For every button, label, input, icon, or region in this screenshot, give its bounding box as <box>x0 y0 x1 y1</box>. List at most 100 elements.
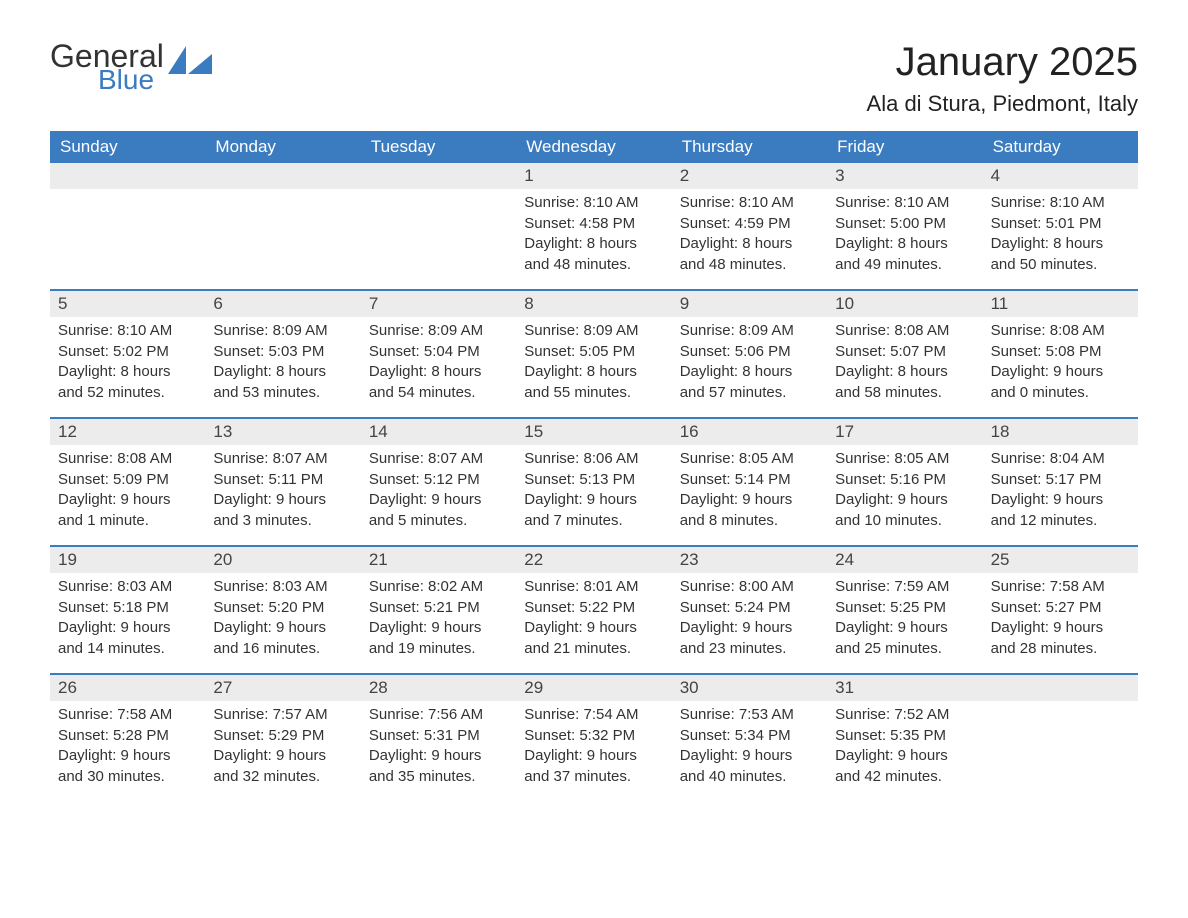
weeks-container: 1Sunrise: 8:10 AMSunset: 4:58 PMDaylight… <box>50 163 1138 801</box>
sunrise-text: Sunrise: 7:56 AM <box>369 705 508 725</box>
daylight-text: and 3 minutes. <box>213 511 352 531</box>
sunset-text: Sunset: 5:13 PM <box>524 470 663 490</box>
sunrise-text: Sunrise: 8:08 AM <box>991 321 1130 341</box>
sunset-text: Sunset: 5:00 PM <box>835 214 974 234</box>
day-detail: Sunrise: 8:08 AMSunset: 5:08 PMDaylight:… <box>983 317 1138 411</box>
day-number: 23 <box>672 547 827 573</box>
sunset-text: Sunset: 5:09 PM <box>58 470 197 490</box>
sunset-text: Sunset: 5:03 PM <box>213 342 352 362</box>
sunrise-text: Sunrise: 8:01 AM <box>524 577 663 597</box>
day-detail: Sunrise: 8:10 AMSunset: 4:58 PMDaylight:… <box>516 189 671 283</box>
day-number: 21 <box>361 547 516 573</box>
daylight-text: and 1 minute. <box>58 511 197 531</box>
weekday-header: Friday <box>827 131 982 163</box>
day-number: 7 <box>361 291 516 317</box>
sunset-text: Sunset: 5:22 PM <box>524 598 663 618</box>
day-number: 31 <box>827 675 982 701</box>
daylight-text: and 0 minutes. <box>991 383 1130 403</box>
sunset-text: Sunset: 5:29 PM <box>213 726 352 746</box>
day-cell: 3Sunrise: 8:10 AMSunset: 5:00 PMDaylight… <box>827 163 982 289</box>
sunrise-text: Sunrise: 8:07 AM <box>213 449 352 469</box>
daylight-text: Daylight: 9 hours <box>991 618 1130 638</box>
day-detail: Sunrise: 8:09 AMSunset: 5:05 PMDaylight:… <box>516 317 671 411</box>
day-detail: Sunrise: 8:10 AMSunset: 5:02 PMDaylight:… <box>50 317 205 411</box>
day-number: 2 <box>672 163 827 189</box>
day-cell: 25Sunrise: 7:58 AMSunset: 5:27 PMDayligh… <box>983 547 1138 673</box>
sunrise-text: Sunrise: 8:07 AM <box>369 449 508 469</box>
day-number: 20 <box>205 547 360 573</box>
day-detail: Sunrise: 7:53 AMSunset: 5:34 PMDaylight:… <box>672 701 827 795</box>
weekday-header: Tuesday <box>361 131 516 163</box>
daylight-text: Daylight: 8 hours <box>835 362 974 382</box>
daylight-text: Daylight: 9 hours <box>991 490 1130 510</box>
daylight-text: and 40 minutes. <box>680 767 819 787</box>
week-row: 5Sunrise: 8:10 AMSunset: 5:02 PMDaylight… <box>50 289 1138 417</box>
day-detail: Sunrise: 7:59 AMSunset: 5:25 PMDaylight:… <box>827 573 982 667</box>
day-number: 29 <box>516 675 671 701</box>
daylight-text: Daylight: 9 hours <box>369 618 508 638</box>
weekday-header: Wednesday <box>516 131 671 163</box>
sunrise-text: Sunrise: 7:58 AM <box>58 705 197 725</box>
day-number: 25 <box>983 547 1138 573</box>
day-cell: 20Sunrise: 8:03 AMSunset: 5:20 PMDayligh… <box>205 547 360 673</box>
week-row: 1Sunrise: 8:10 AMSunset: 4:58 PMDaylight… <box>50 163 1138 289</box>
day-detail: Sunrise: 8:08 AMSunset: 5:09 PMDaylight:… <box>50 445 205 539</box>
daylight-text: and 42 minutes. <box>835 767 974 787</box>
sunset-text: Sunset: 5:06 PM <box>680 342 819 362</box>
day-cell: 21Sunrise: 8:02 AMSunset: 5:21 PMDayligh… <box>361 547 516 673</box>
day-number: 11 <box>983 291 1138 317</box>
day-number: 6 <box>205 291 360 317</box>
daylight-text: Daylight: 9 hours <box>680 490 819 510</box>
sunrise-text: Sunrise: 7:52 AM <box>835 705 974 725</box>
sunrise-text: Sunrise: 8:02 AM <box>369 577 508 597</box>
sunrise-text: Sunrise: 8:05 AM <box>835 449 974 469</box>
daylight-text: and 14 minutes. <box>58 639 197 659</box>
sunset-text: Sunset: 5:24 PM <box>680 598 819 618</box>
week-row: 26Sunrise: 7:58 AMSunset: 5:28 PMDayligh… <box>50 673 1138 801</box>
daylight-text: Daylight: 9 hours <box>524 490 663 510</box>
sunrise-text: Sunrise: 7:58 AM <box>991 577 1130 597</box>
sunset-text: Sunset: 5:20 PM <box>213 598 352 618</box>
daylight-text: Daylight: 8 hours <box>58 362 197 382</box>
sunset-text: Sunset: 5:34 PM <box>680 726 819 746</box>
day-number: 16 <box>672 419 827 445</box>
daylight-text: and 35 minutes. <box>369 767 508 787</box>
day-number: 26 <box>50 675 205 701</box>
daylight-text: and 28 minutes. <box>991 639 1130 659</box>
sunset-text: Sunset: 5:04 PM <box>369 342 508 362</box>
sunset-text: Sunset: 5:11 PM <box>213 470 352 490</box>
day-cell <box>50 163 205 289</box>
daylight-text: Daylight: 9 hours <box>524 618 663 638</box>
day-number: 13 <box>205 419 360 445</box>
daylight-text: Daylight: 9 hours <box>369 746 508 766</box>
day-detail: Sunrise: 8:02 AMSunset: 5:21 PMDaylight:… <box>361 573 516 667</box>
daylight-text: and 50 minutes. <box>991 255 1130 275</box>
day-detail: Sunrise: 8:10 AMSunset: 5:00 PMDaylight:… <box>827 189 982 283</box>
empty-day <box>205 163 360 189</box>
sunrise-text: Sunrise: 7:57 AM <box>213 705 352 725</box>
day-cell: 30Sunrise: 7:53 AMSunset: 5:34 PMDayligh… <box>672 675 827 801</box>
day-cell <box>205 163 360 289</box>
sunset-text: Sunset: 5:05 PM <box>524 342 663 362</box>
day-detail: Sunrise: 8:00 AMSunset: 5:24 PMDaylight:… <box>672 573 827 667</box>
day-number: 28 <box>361 675 516 701</box>
sunset-text: Sunset: 5:14 PM <box>680 470 819 490</box>
day-cell: 11Sunrise: 8:08 AMSunset: 5:08 PMDayligh… <box>983 291 1138 417</box>
sunrise-text: Sunrise: 8:04 AM <box>991 449 1130 469</box>
sunset-text: Sunset: 4:59 PM <box>680 214 819 234</box>
daylight-text: Daylight: 8 hours <box>369 362 508 382</box>
daylight-text: Daylight: 9 hours <box>680 746 819 766</box>
day-detail: Sunrise: 8:08 AMSunset: 5:07 PMDaylight:… <box>827 317 982 411</box>
sunset-text: Sunset: 5:32 PM <box>524 726 663 746</box>
day-cell: 7Sunrise: 8:09 AMSunset: 5:04 PMDaylight… <box>361 291 516 417</box>
sunrise-text: Sunrise: 7:53 AM <box>680 705 819 725</box>
day-detail: Sunrise: 7:57 AMSunset: 5:29 PMDaylight:… <box>205 701 360 795</box>
day-detail: Sunrise: 8:10 AMSunset: 5:01 PMDaylight:… <box>983 189 1138 283</box>
sunrise-text: Sunrise: 8:10 AM <box>524 193 663 213</box>
weekday-header: Thursday <box>672 131 827 163</box>
day-cell: 15Sunrise: 8:06 AMSunset: 5:13 PMDayligh… <box>516 419 671 545</box>
daylight-text: Daylight: 9 hours <box>835 618 974 638</box>
day-detail: Sunrise: 7:58 AMSunset: 5:28 PMDaylight:… <box>50 701 205 795</box>
day-cell: 28Sunrise: 7:56 AMSunset: 5:31 PMDayligh… <box>361 675 516 801</box>
daylight-text: and 48 minutes. <box>680 255 819 275</box>
